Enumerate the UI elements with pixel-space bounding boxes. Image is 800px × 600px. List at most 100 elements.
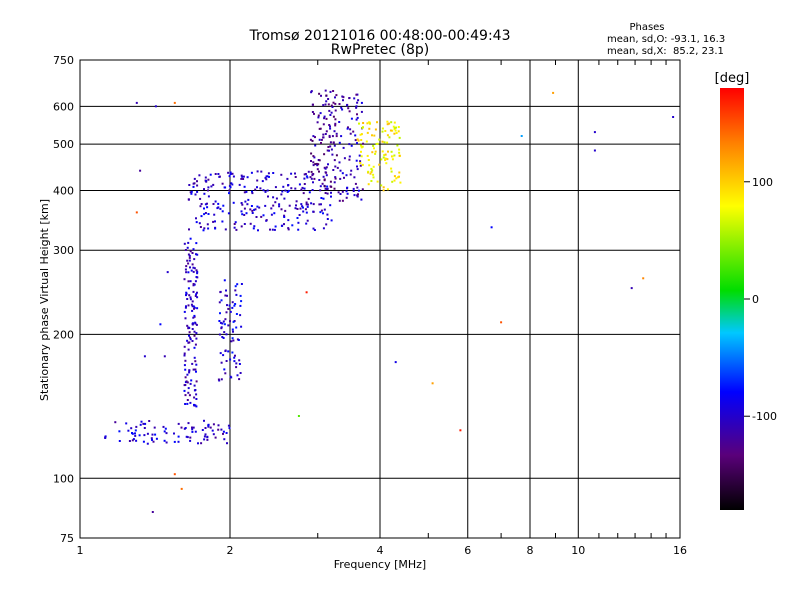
cluster-point-f1-cusp [219, 352, 222, 355]
cluster-point-low-trace [104, 435, 107, 438]
cluster-point-f2-base [190, 192, 193, 195]
cluster-point-low-trace [143, 427, 146, 429]
cluster-point-x-trace [373, 134, 376, 137]
cluster-point-f1-cusp [227, 350, 230, 353]
cluster-point-x-trace [381, 150, 384, 153]
cluster-point-f2-base [199, 226, 202, 228]
cluster-point-low-trace [134, 429, 137, 432]
cluster-point-f1-vertical [194, 280, 197, 283]
cluster-point-f2-base [203, 192, 206, 195]
cluster-point-low-trace [151, 438, 153, 441]
cluster-point-f1-vertical [183, 364, 186, 367]
cluster-point-f2-base [311, 189, 314, 191]
cluster-point-f2-base [200, 203, 203, 205]
cluster-point-low-trace [207, 425, 210, 428]
cluster-point-f2-base [245, 212, 248, 215]
cluster-point-x-trace [398, 136, 401, 139]
cluster-point-f2-base [280, 173, 283, 176]
cluster-point-f2-base [221, 220, 224, 223]
cluster-point-f2-upper [338, 103, 341, 105]
cluster-point-low-trace [131, 432, 133, 434]
cluster-point-f1-vertical [189, 336, 192, 339]
cluster-point-f1-cusp [235, 313, 238, 315]
cluster-point-f2-upper [345, 196, 348, 199]
cluster-point-f2-base [326, 185, 329, 188]
cluster-point-x-trace [361, 145, 364, 148]
cluster-point-f1-vertical [192, 305, 195, 308]
cluster-point-x-trace [382, 186, 385, 189]
cluster-point-low-trace [139, 423, 142, 426]
cluster-point-x-trace [372, 176, 375, 179]
cluster-point-f1-vertical [185, 265, 188, 268]
y-axis-label: Stationary phase Virtual Height [km] [38, 199, 51, 401]
cluster-point-f2-base [206, 202, 208, 205]
cluster-point-f2-base [196, 184, 199, 187]
cluster-point-f2-rise [324, 89, 327, 92]
cluster-point-f1-vertical [188, 369, 191, 372]
cluster-point-f1-cusp [224, 294, 227, 297]
y-tick-label: 600 [53, 100, 74, 113]
cluster-point-f2-base [207, 227, 210, 230]
cluster-point-f2-base [188, 184, 191, 186]
cluster-point-f2-base [286, 177, 289, 180]
cluster-point-f1-vertical [185, 291, 188, 294]
cluster-point-x-trace [370, 171, 373, 173]
cluster-point-x-trace [390, 121, 393, 124]
scatter-point [672, 116, 675, 118]
cluster-point-x-trace [393, 132, 396, 135]
cluster-point-x-trace [384, 159, 387, 161]
cluster-point-low-trace [164, 427, 167, 430]
cluster-point-f2-base [307, 197, 310, 200]
cluster-point-f2-upper [356, 168, 359, 171]
cluster-point-f2-base [330, 195, 332, 198]
cluster-point-f2-upper [349, 132, 352, 135]
cluster-point-f2-rise [329, 127, 332, 130]
cluster-point-f2-base [275, 197, 278, 200]
cluster-point-f2-base [251, 212, 254, 214]
cluster-point-f2-base [224, 228, 227, 231]
cluster-point-f1-vertical [187, 262, 190, 265]
cluster-point-f2-upper [341, 95, 344, 98]
cluster-point-f2-base [188, 228, 190, 231]
cluster-point-f1-vertical [188, 341, 191, 344]
cluster-point-f2-base [288, 204, 291, 207]
cluster-point-f2-base [266, 175, 269, 178]
cluster-point-f2-rise [314, 163, 317, 166]
cluster-point-f1-cusp [240, 325, 243, 328]
cluster-point-low-trace [162, 425, 165, 428]
cluster-point-f2-base [319, 189, 322, 192]
cluster-point-f2-rise [325, 94, 328, 97]
cluster-point-f2-base [206, 206, 209, 209]
cluster-point-f2-base [240, 202, 243, 204]
cluster-point-low-trace [142, 440, 145, 443]
cluster-point-x-trace [356, 138, 359, 141]
cluster-point-f1-vertical [185, 380, 188, 383]
cluster-point-f2-base [256, 205, 259, 208]
cluster-point-f2-base [303, 187, 306, 190]
cluster-point-f2-base [264, 190, 267, 193]
cluster-point-f2-rise [323, 115, 326, 118]
cluster-point-f2-base [204, 203, 207, 206]
cluster-point-f1-vertical [187, 271, 190, 274]
cluster-point-f2-rise [327, 98, 330, 100]
cluster-point-x-trace [380, 158, 383, 161]
cluster-point-low-trace [146, 442, 149, 445]
scatter-point [593, 149, 596, 152]
cluster-point-f2-upper [356, 101, 359, 104]
cluster-point-f2-base [241, 203, 244, 206]
cluster-point-f1-vertical [189, 296, 192, 299]
cluster-point-f1-vertical [186, 339, 189, 342]
scatter-point [297, 415, 300, 417]
cluster-point-f2-base [192, 185, 195, 188]
cluster-point-f1-vertical [183, 278, 186, 281]
cluster-point-f2-base [296, 217, 299, 219]
cluster-point-f2-rise [334, 124, 337, 127]
cluster-point-f2-base [305, 211, 308, 214]
cluster-point-x-trace [397, 126, 400, 128]
cluster-point-f2-base [306, 205, 309, 208]
cluster-point-f2-upper [359, 164, 362, 167]
cluster-point-f2-base [198, 222, 201, 225]
x-tick-label: 16 [673, 544, 687, 557]
cluster-point-x-trace [392, 125, 395, 128]
